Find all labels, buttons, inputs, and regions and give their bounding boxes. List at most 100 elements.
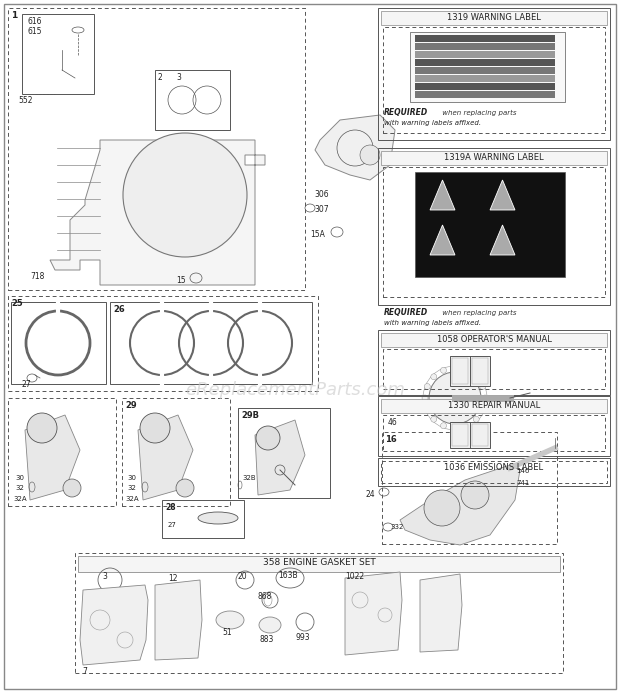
Text: 32A: 32A: [125, 496, 139, 502]
Bar: [415, 51, 555, 58]
Text: 741: 741: [516, 480, 529, 486]
Bar: [8, 296, 318, 391]
Bar: [383, 415, 605, 451]
Bar: [78, 556, 560, 572]
Text: eReplacementParts.com: eReplacementParts.com: [185, 381, 405, 399]
Bar: [415, 172, 565, 277]
Bar: [415, 43, 555, 50]
Polygon shape: [490, 225, 515, 255]
Circle shape: [441, 423, 446, 429]
Polygon shape: [155, 580, 202, 660]
Text: 1330 REPAIR MANUAL: 1330 REPAIR MANUAL: [448, 401, 540, 410]
Bar: [122, 398, 230, 506]
Polygon shape: [420, 574, 462, 652]
Text: 20: 20: [238, 572, 247, 581]
Bar: [110, 302, 312, 384]
Circle shape: [27, 413, 57, 443]
Bar: [415, 59, 555, 66]
Circle shape: [424, 407, 430, 412]
Bar: [415, 75, 555, 82]
Bar: [8, 398, 116, 506]
Polygon shape: [255, 420, 305, 495]
Text: REQUIRED: REQUIRED: [384, 108, 428, 117]
Text: 12: 12: [168, 574, 177, 583]
Text: 163B: 163B: [278, 571, 298, 580]
Bar: [450, 422, 490, 448]
Bar: [415, 67, 555, 74]
Bar: [378, 8, 610, 140]
Text: with warning labels affixed.: with warning labels affixed.: [384, 320, 481, 326]
Bar: [155, 70, 230, 130]
Circle shape: [360, 145, 380, 165]
Text: 30: 30: [127, 475, 136, 481]
Text: 146: 146: [516, 468, 529, 474]
Text: 718: 718: [30, 272, 45, 281]
Text: 25: 25: [11, 299, 23, 308]
Bar: [383, 27, 605, 133]
Text: 3: 3: [176, 73, 181, 82]
Text: 1: 1: [11, 11, 17, 20]
Text: 993: 993: [296, 633, 311, 642]
Text: 306: 306: [314, 190, 329, 199]
Bar: [472, 358, 488, 384]
Text: 15: 15: [176, 276, 185, 285]
Bar: [8, 8, 305, 290]
Bar: [11, 302, 106, 384]
Circle shape: [422, 395, 428, 401]
Bar: [381, 461, 607, 483]
Ellipse shape: [216, 611, 244, 629]
Polygon shape: [315, 115, 395, 180]
Bar: [383, 167, 605, 297]
Text: 16: 16: [385, 435, 397, 444]
Text: 32: 32: [15, 485, 24, 491]
Ellipse shape: [198, 512, 238, 524]
Polygon shape: [400, 465, 520, 545]
Bar: [415, 91, 555, 98]
Text: 868: 868: [258, 592, 272, 601]
Text: 1319A WARNING LABEL: 1319A WARNING LABEL: [444, 153, 544, 162]
Text: 307: 307: [314, 205, 329, 214]
Text: 32: 32: [127, 485, 136, 491]
Text: 29B: 29B: [241, 411, 259, 420]
Text: 15A: 15A: [310, 230, 325, 239]
Text: 883: 883: [260, 635, 275, 644]
Bar: [381, 399, 607, 413]
Bar: [381, 11, 607, 25]
Text: 29: 29: [125, 401, 136, 410]
Polygon shape: [430, 180, 455, 210]
Text: 27: 27: [22, 380, 32, 389]
Bar: [381, 333, 607, 347]
Bar: [378, 148, 610, 305]
Bar: [238, 408, 330, 498]
Text: with warning labels affixed.: with warning labels affixed.: [384, 120, 481, 126]
Text: 332: 332: [390, 524, 404, 530]
Text: 51: 51: [222, 628, 232, 637]
Circle shape: [482, 395, 488, 401]
Circle shape: [452, 365, 458, 371]
Polygon shape: [50, 140, 265, 285]
Bar: [22, 14, 94, 94]
Bar: [378, 330, 610, 395]
Text: 616: 616: [27, 17, 42, 26]
Text: 552: 552: [18, 96, 32, 105]
Circle shape: [424, 383, 430, 389]
Polygon shape: [80, 585, 148, 665]
Bar: [450, 356, 490, 386]
Circle shape: [140, 413, 170, 443]
Text: 615: 615: [27, 27, 42, 36]
Bar: [472, 424, 488, 446]
Circle shape: [473, 416, 479, 422]
Bar: [452, 424, 468, 446]
Text: REQUIRED: REQUIRED: [384, 308, 428, 317]
Text: 24: 24: [365, 490, 374, 499]
Text: 1022: 1022: [345, 572, 364, 581]
Circle shape: [431, 374, 436, 380]
Bar: [383, 349, 605, 389]
Text: 7: 7: [82, 667, 87, 676]
Text: 3: 3: [102, 572, 107, 581]
Polygon shape: [490, 180, 515, 210]
Text: 28: 28: [165, 503, 175, 512]
Polygon shape: [25, 415, 80, 500]
Text: 2: 2: [158, 73, 162, 82]
Bar: [381, 151, 607, 165]
